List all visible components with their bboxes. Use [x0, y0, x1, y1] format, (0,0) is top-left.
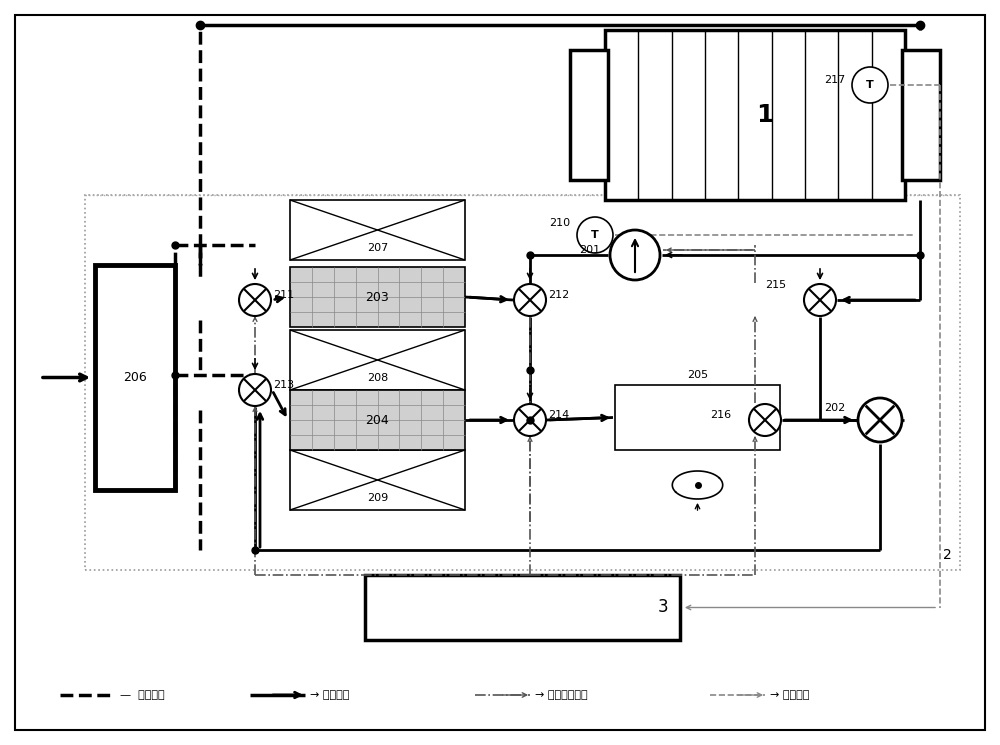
- Text: 212: 212: [548, 290, 569, 300]
- Bar: [570, 50, 608, 180]
- Bar: [902, 50, 940, 180]
- Bar: [85, 195, 960, 570]
- Text: → 温度信号: → 温度信号: [770, 690, 809, 700]
- Text: 215: 215: [765, 280, 786, 290]
- Circle shape: [610, 230, 660, 280]
- Text: 210: 210: [549, 218, 570, 228]
- Text: 213: 213: [273, 380, 294, 390]
- Bar: [290, 330, 465, 390]
- Text: 2: 2: [943, 548, 952, 562]
- Text: 217: 217: [824, 75, 845, 85]
- Circle shape: [514, 284, 546, 316]
- Text: T: T: [591, 230, 599, 240]
- Text: 208: 208: [367, 373, 388, 383]
- Text: → 冷却液流: → 冷却液流: [310, 690, 349, 700]
- Text: 206: 206: [123, 371, 147, 384]
- Text: 201: 201: [579, 245, 600, 255]
- Circle shape: [239, 374, 271, 406]
- Text: 3: 3: [657, 598, 668, 617]
- Bar: [365, 575, 680, 640]
- Bar: [290, 200, 465, 260]
- Circle shape: [577, 217, 613, 253]
- Bar: [290, 390, 465, 450]
- Circle shape: [852, 67, 888, 103]
- Text: 211: 211: [273, 290, 294, 300]
- Bar: [290, 267, 465, 327]
- Text: 214: 214: [548, 410, 569, 420]
- Bar: [95, 265, 175, 490]
- Text: 1: 1: [756, 103, 774, 127]
- Circle shape: [514, 404, 546, 436]
- Circle shape: [858, 398, 902, 442]
- Text: → 开关控制信号: → 开关控制信号: [535, 690, 588, 700]
- Bar: [615, 385, 780, 450]
- Circle shape: [239, 284, 271, 316]
- Text: 216: 216: [710, 410, 731, 420]
- Text: T: T: [866, 80, 874, 90]
- Text: 209: 209: [367, 493, 388, 503]
- Bar: [290, 450, 465, 510]
- Text: —  脉冲电流: — 脉冲电流: [120, 690, 165, 700]
- Text: 207: 207: [367, 243, 388, 253]
- Bar: [605, 30, 905, 200]
- Text: 204: 204: [366, 413, 389, 426]
- Text: 205: 205: [687, 370, 708, 380]
- Text: 202: 202: [824, 403, 845, 413]
- Circle shape: [804, 284, 836, 316]
- Text: 203: 203: [366, 291, 389, 303]
- Circle shape: [749, 404, 781, 436]
